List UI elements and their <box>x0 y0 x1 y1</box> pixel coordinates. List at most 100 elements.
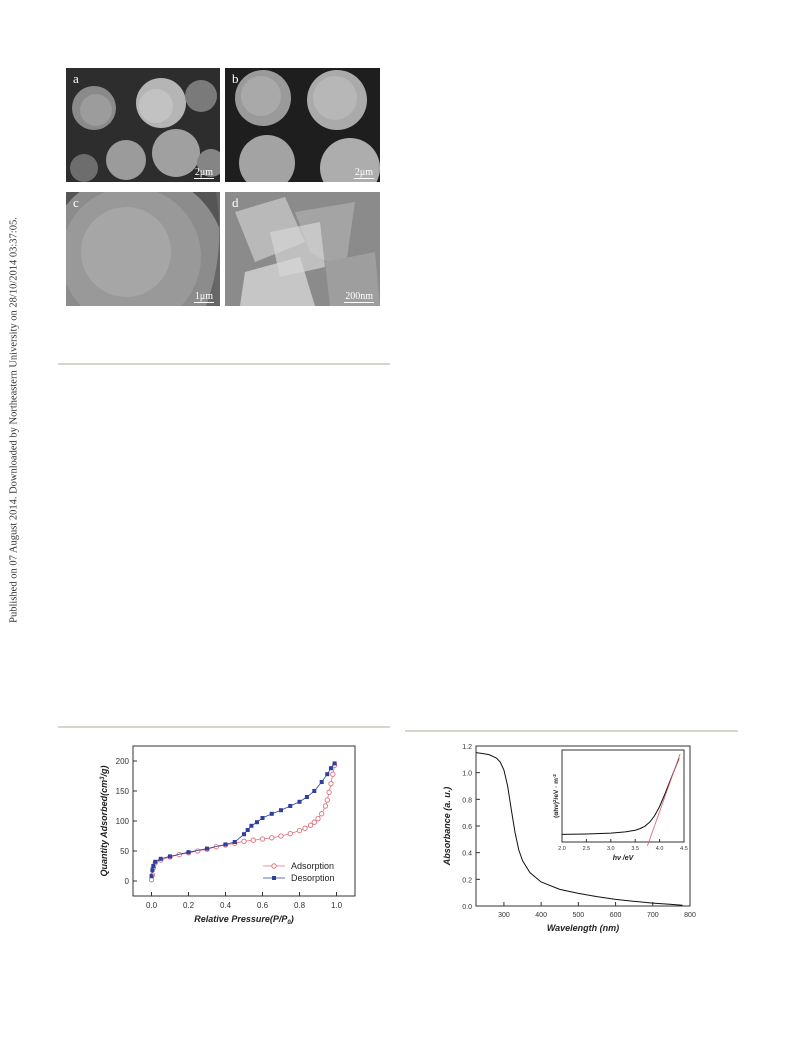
data-point-adsorption <box>322 803 329 809</box>
divider-rule <box>58 726 390 728</box>
y-tick-label: 0.2 <box>462 877 472 884</box>
x-tick-label: 0.6 <box>257 901 269 910</box>
data-point-desorption <box>288 804 293 808</box>
data-point-adsorption <box>307 822 314 828</box>
data-point-desorption <box>297 799 302 804</box>
data-point-adsorption <box>296 827 303 834</box>
data-point-adsorption <box>328 781 334 787</box>
sem-panel-label: a <box>73 71 79 86</box>
data-point-desorption <box>312 789 317 793</box>
inset-x-tick-label: 3.5 <box>631 846 639 852</box>
y-tick-label: 1.0 <box>462 771 472 778</box>
legend-label: Desorption <box>291 873 335 883</box>
data-point-desorption <box>328 766 333 771</box>
data-point-desorption <box>158 856 163 861</box>
y-tick-label: 0 <box>125 877 130 886</box>
x-tick-label: 0.4 <box>220 901 232 910</box>
inset-curve <box>561 757 680 835</box>
data-point-desorption <box>249 823 254 828</box>
x-tick-label: 300 <box>498 912 510 919</box>
x-tick-label: 700 <box>647 912 659 919</box>
y-tick-label: 50 <box>120 847 129 856</box>
sem-panel-c: c 1μm <box>66 192 220 306</box>
data-point-desorption <box>254 820 259 825</box>
inset-fit-line <box>647 753 681 846</box>
isotherm-chart: 0.0 0.2 0.4 0.6 0.8 1.0 0 50 100 150 200 Relative P… <box>99 745 356 926</box>
sem-panel-label: b <box>232 71 239 86</box>
y-axis-label: Absorbance (a. u.) <box>442 787 452 867</box>
absorbance-chart: 300 400 500 600 700 800 0.0 0.2 0.4 0.6 0.8 1.0 1.2 W… <box>442 744 696 933</box>
data-point-adsorption <box>324 797 330 803</box>
data-point-adsorption <box>148 877 155 883</box>
divider-rule <box>405 730 738 732</box>
data-point-adsorption <box>302 825 308 831</box>
scale-bar: 1μm <box>193 291 214 303</box>
data-point-adsorption <box>250 837 256 843</box>
data-point-desorption <box>319 780 324 784</box>
data-point-desorption <box>153 859 158 864</box>
absorbance-curve <box>475 752 683 906</box>
y-tick-label: 0.0 <box>462 904 472 911</box>
y-axis-label: Quantity Adsorbed(cm3/g) <box>99 765 109 876</box>
data-point-adsorption <box>330 771 336 777</box>
data-point-adsorption <box>259 836 266 842</box>
publication-sidebar-note: Published on 07 August 2014. Downloaded … <box>2 210 26 630</box>
inset-x-axis-label: hν /eV <box>613 855 635 862</box>
y-tick-label: 0.4 <box>462 851 472 858</box>
x-tick-label: 600 <box>610 912 622 919</box>
y-tick-label: 0.6 <box>462 824 472 831</box>
data-point-desorption <box>151 864 156 868</box>
legend-marker <box>271 863 277 869</box>
data-point-desorption <box>245 828 250 832</box>
data-point-adsorption <box>269 835 275 841</box>
inset-x-tick-label: 3.0 <box>607 846 615 852</box>
inset-frame <box>561 749 685 843</box>
sem-image-d <box>225 192 380 306</box>
data-point-desorption <box>304 795 309 799</box>
inset-x-tick-label: 2.0 <box>558 846 566 852</box>
x-axis-label: Relative Pressure(P/P0) <box>194 914 293 926</box>
inset-x-tick-label: 4.0 <box>656 846 664 852</box>
data-point-desorption <box>332 761 337 766</box>
data-point-adsorption <box>319 811 325 817</box>
data-point-adsorption <box>326 789 332 795</box>
data-point-desorption <box>269 811 274 816</box>
sem-image-b <box>225 68 380 182</box>
y-tick-label: 100 <box>116 817 130 826</box>
y-tick-label: 0.8 <box>462 797 472 804</box>
data-point-adsorption <box>315 815 321 822</box>
x-tick-label: 0.2 <box>183 901 195 910</box>
data-point-desorption <box>205 846 209 851</box>
data-point-desorption <box>150 868 155 873</box>
x-tick-label: 0.0 <box>146 901 158 910</box>
data-point-desorption <box>279 808 283 813</box>
divider-rule <box>58 363 390 365</box>
data-point-desorption <box>260 816 265 820</box>
data-point-desorption <box>186 850 191 855</box>
sem-panel-d: d 200nm <box>225 192 380 306</box>
x-tick-label: 0.8 <box>294 901 306 910</box>
series-line-desorption <box>151 763 335 877</box>
legend-marker <box>272 876 276 880</box>
data-point-desorption <box>325 772 330 777</box>
data-point-desorption <box>149 874 154 879</box>
scale-bar: 200nm <box>344 291 374 303</box>
sem-panel-b: b 2μm <box>225 68 380 182</box>
inset-x-tick-label: 4.5 <box>680 846 688 852</box>
data-point-adsorption <box>278 833 284 839</box>
data-point-desorption <box>232 840 237 844</box>
y-tick-label: 1.2 <box>462 744 472 751</box>
data-point-adsorption <box>241 838 247 845</box>
y-tick-label: 200 <box>116 757 130 766</box>
data-point-adsorption <box>311 819 317 825</box>
publication-note-text: Published on 07 August 2014. Downloaded … <box>8 217 20 623</box>
data-point-desorption <box>223 842 228 847</box>
x-tick-label: 1.0 <box>331 901 343 910</box>
y-tick-label: 150 <box>116 787 130 796</box>
x-tick-label: 500 <box>573 912 585 919</box>
sem-panel-label: c <box>73 195 79 210</box>
sem-image-c <box>66 192 220 306</box>
inset-y-axis-label: (αhν)2/eV · m-2 <box>552 774 560 818</box>
sem-image-a <box>66 68 220 182</box>
x-tick-label: 800 <box>684 912 696 919</box>
